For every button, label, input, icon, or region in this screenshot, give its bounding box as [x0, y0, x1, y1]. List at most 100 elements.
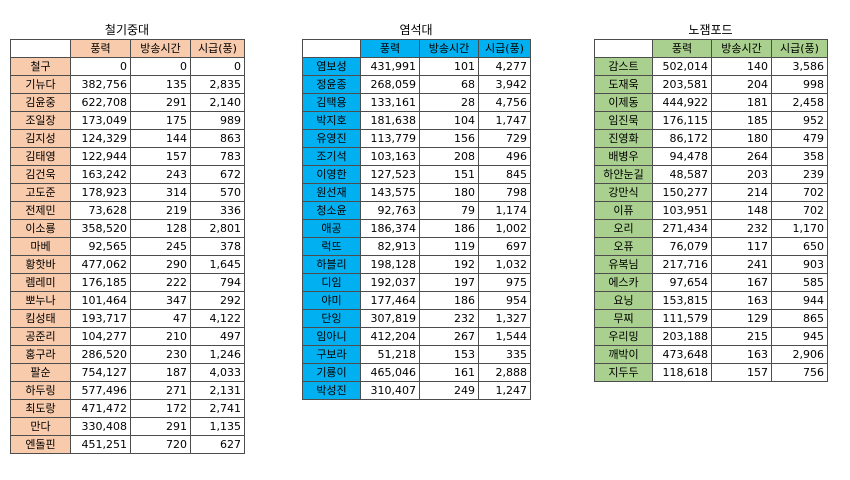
value-cell: 186,374	[360, 219, 420, 238]
value-cell: 347	[130, 291, 191, 310]
value-cell: 845	[478, 165, 531, 184]
value-cell: 330,408	[70, 417, 131, 436]
member-name-cell: 김윤중	[10, 93, 71, 112]
table-row: 임진묵 176,115 185 952	[594, 111, 828, 130]
value-cell: 865	[771, 309, 828, 328]
table-row: 이소룡 358,520 128 2,801	[10, 219, 245, 238]
value-cell: 230	[130, 345, 191, 364]
member-name-cell: 엔돌핀	[10, 435, 71, 454]
value-cell: 0	[190, 57, 245, 76]
table-row: 지두두 118,618 157 756	[594, 363, 828, 382]
value-cell: 203,581	[652, 75, 712, 94]
member-name-cell: 원선재	[302, 183, 361, 202]
value-cell: 113,779	[360, 129, 420, 148]
value-cell: 180	[419, 183, 479, 202]
team-title-yeomseok: 염석대	[399, 23, 433, 37]
value-cell: 756	[771, 363, 828, 382]
table-row: 정윤종 268,059 68 3,942	[302, 75, 531, 94]
member-name-cell: 김택용	[302, 93, 361, 112]
member-name-cell: 하두링	[10, 381, 71, 400]
value-cell: 471,472	[70, 399, 131, 418]
table-row: 이영한 127,523 151 845	[302, 165, 531, 184]
value-cell: 382,756	[70, 75, 131, 94]
value-cell: 177,464	[360, 291, 420, 310]
member-name-cell: 유영진	[302, 129, 361, 148]
value-cell: 222	[130, 273, 191, 292]
value-cell: 167	[711, 273, 772, 292]
value-cell: 502,014	[652, 57, 712, 76]
value-cell: 570	[190, 183, 245, 202]
member-name-cell: 조기석	[302, 147, 361, 166]
member-name-cell: 배병우	[594, 147, 653, 166]
value-cell: 47	[130, 309, 191, 328]
table-row: 팔순 754,127 187 4,033	[10, 363, 245, 382]
value-cell: 157	[130, 147, 191, 166]
table-row: 에스카 97,654 167 585	[594, 273, 828, 292]
table-row: 기룡이 465,046 161 2,888	[302, 363, 531, 382]
value-cell: 585	[771, 273, 828, 292]
value-cell: 477,062	[70, 255, 131, 274]
member-name-cell: 지두두	[594, 363, 653, 382]
value-cell: 92,565	[70, 237, 131, 256]
value-cell: 176,185	[70, 273, 131, 292]
value-cell: 181,638	[360, 111, 420, 130]
table-row: 김지성 124,329 144 863	[10, 129, 245, 148]
member-name-cell: 철구	[10, 57, 71, 76]
header-corner	[10, 39, 71, 58]
table-row: 공준리 104,277 210 497	[10, 327, 245, 346]
member-name-cell: 김건욱	[10, 165, 71, 184]
value-cell: 2,140	[190, 93, 245, 112]
value-cell: 335	[478, 345, 531, 364]
table-row: 고도준 178,923 314 570	[10, 183, 245, 202]
table-row: 애공 186,374 186 1,002	[302, 219, 531, 238]
member-name-cell: 디임	[302, 273, 361, 292]
column-header: 풍력	[70, 39, 131, 58]
value-cell: 1,174	[478, 201, 531, 220]
value-cell: 794	[190, 273, 245, 292]
member-name-cell: 단잉	[302, 309, 361, 328]
table-row: 단잉 307,819 232 1,327	[302, 309, 531, 328]
value-cell: 286,520	[70, 345, 131, 364]
value-cell: 291	[130, 417, 191, 436]
value-cell: 975	[478, 273, 531, 292]
table-row: 임아니 412,204 267 1,544	[302, 327, 531, 346]
value-cell: 186	[419, 291, 479, 310]
table-row: 기뉴다 382,756 135 2,835	[10, 75, 245, 94]
table-row: 조기석 103,163 208 496	[302, 147, 531, 166]
value-cell: 101	[419, 57, 479, 76]
value-cell: 314	[130, 183, 191, 202]
value-cell: 203	[711, 165, 772, 184]
value-cell: 496	[478, 147, 531, 166]
value-cell: 1,135	[190, 417, 245, 436]
member-name-cell: 황핫바	[10, 255, 71, 274]
value-cell: 998	[771, 75, 828, 94]
table-row: 배병우 94,478 264 358	[594, 147, 828, 166]
team-title-nojaem: 노잼포드	[688, 23, 733, 37]
value-cell: 1,645	[190, 255, 245, 274]
value-cell: 1,032	[478, 255, 531, 274]
column-header: 방송시간	[419, 39, 479, 58]
value-cell: 672	[190, 165, 245, 184]
table-row: 우리밍 203,188 215 945	[594, 327, 828, 346]
value-cell: 863	[190, 129, 245, 148]
value-cell: 627	[190, 435, 245, 454]
member-name-cell: 마베	[10, 237, 71, 256]
value-cell: 187	[130, 363, 191, 382]
member-name-cell: 오퓨	[594, 237, 653, 256]
team-table-yeomseok: 풍력 방송시간 시급(풍) 염보성 431,991 101 4,277 정윤종 268,059 6…	[302, 39, 531, 400]
column-header: 풍력	[652, 39, 712, 58]
value-cell: 127,523	[360, 165, 420, 184]
value-cell: 4,277	[478, 57, 531, 76]
value-cell: 186	[419, 219, 479, 238]
member-name-cell: 뽀누나	[10, 291, 71, 310]
value-cell: 156	[419, 129, 479, 148]
value-cell: 173,049	[70, 111, 131, 130]
value-cell: 307,819	[360, 309, 420, 328]
value-cell: 267	[419, 327, 479, 346]
value-cell: 310,407	[360, 381, 420, 400]
value-cell: 989	[190, 111, 245, 130]
value-cell: 144	[130, 129, 191, 148]
value-cell: 754,127	[70, 363, 131, 382]
table-row: 청소윤 92,763 79 1,174	[302, 201, 531, 220]
table-row: 박성진 310,407 249 1,247	[302, 381, 531, 400]
